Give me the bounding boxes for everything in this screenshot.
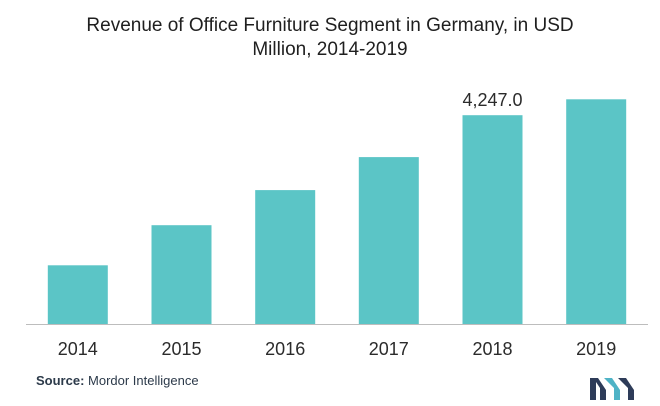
bar-2018: [462, 115, 523, 324]
x-tick-label-2015: 2015: [161, 339, 201, 359]
source-label: Source:: [36, 373, 85, 388]
x-tick-label-2014: 2014: [58, 339, 98, 359]
bar-2017: [358, 157, 419, 324]
x-tick-label-2019: 2019: [576, 339, 616, 359]
chart-title: Revenue of Office Furniture Segment in G…: [0, 14, 660, 62]
x-tick-label-2016: 2016: [265, 339, 305, 359]
bar-2016: [255, 190, 316, 324]
bar-2019: [566, 99, 627, 324]
mordor-intelligence-logo: [590, 378, 634, 400]
chart-title-line-1: Revenue of Office Furniture Segment in G…: [86, 15, 574, 36]
source-note: Source: Mordor Intelligence: [36, 373, 199, 388]
data-label-2018: 4,247.0: [462, 90, 522, 110]
bar-2015: [151, 225, 212, 324]
source-text: Mordor Intelligence: [84, 373, 199, 388]
chart-title-line-2: Million, 2014-2019: [252, 39, 408, 60]
bar-2014: [47, 265, 108, 324]
x-tick-label-2017: 2017: [369, 339, 409, 359]
x-tick-label-2018: 2018: [472, 339, 512, 359]
